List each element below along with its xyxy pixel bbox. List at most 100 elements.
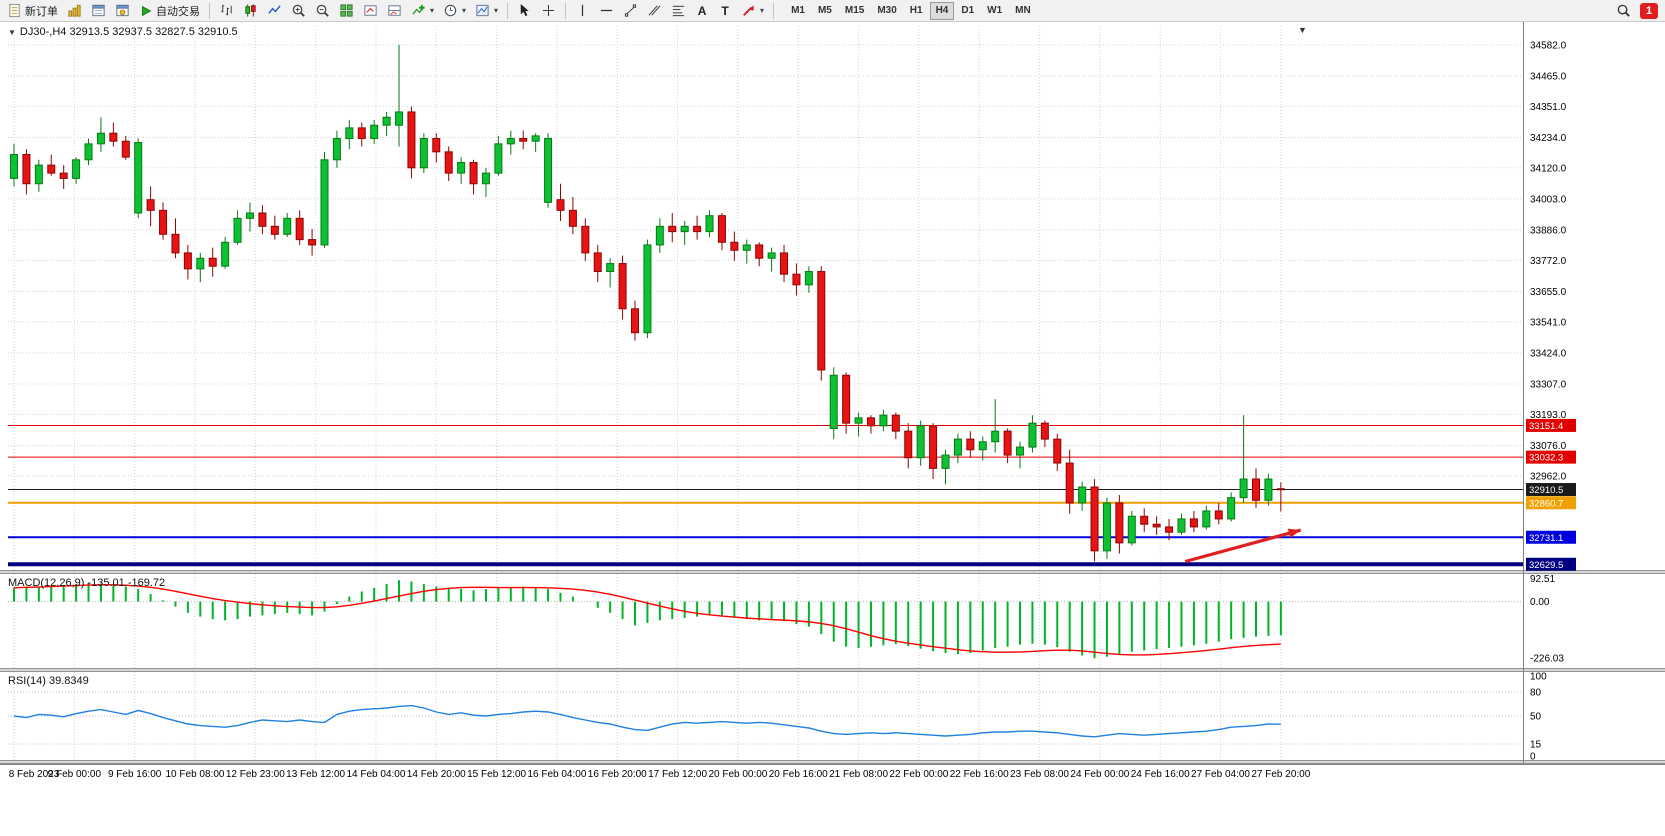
dropdown-arrow-icon: ▾ [760,6,765,15]
chart-shift-marker-icon[interactable]: ▼ [1298,25,1307,35]
svg-text:16 Feb 04:00: 16 Feb 04:00 [527,769,586,780]
line-chart-icon [268,5,281,14]
zoom-in-button[interactable] [287,1,310,21]
timeframe-button-mn[interactable]: MN [1009,2,1037,20]
candle-body [1264,478,1273,501]
candle-body [1177,518,1186,533]
svg-text:23 Feb 08:00: 23 Feb 08:00 [1010,769,1069,780]
svg-text:9 Feb 16:00: 9 Feb 16:00 [108,769,162,780]
panel-separator[interactable] [0,668,1665,672]
periods-button[interactable]: ▾ [439,1,470,21]
candle-body [457,161,466,174]
panel-separator[interactable] [0,760,1665,764]
svg-text:8 Feb 2023: 8 Feb 2023 [9,769,60,780]
candle-body [183,252,192,270]
arrange-charts-button[interactable] [359,1,382,21]
zoom-in-icon [292,4,305,17]
templates-button[interactable]: ▾ [471,1,502,21]
candlestick-chart-button[interactable] [239,1,262,21]
candle-body [121,140,130,158]
equidistant-channel-button[interactable] [643,1,666,21]
text-tool-button[interactable]: A [691,1,713,21]
text-label-tool-button[interactable]: T [714,1,736,21]
price-tags: 33151.4 33032.3 32910.5 32860.7 32731.1 32629… [1526,418,1576,571]
chart-canvas[interactable]: 34582.0 34465.0 34351.0 34234.0 34120.0 34003… [0,22,1665,836]
timeframe-button-h1[interactable]: H1 [904,2,929,20]
candle-body [1016,446,1025,456]
indicator-axis[interactable]: 92.51 0.00 -226.03 100 80 50 150 [1530,574,1564,763]
candle-body [953,438,962,456]
candle-body [506,138,515,145]
candle-body [668,225,677,233]
data-window-button[interactable] [87,1,110,21]
navigator-button[interactable] [111,1,134,21]
candle-body [332,138,341,161]
candle-body [370,124,379,140]
horizontal-line-button[interactable] [595,1,618,21]
candlestick-chart-icon [245,4,256,17]
svg-text:12 Feb 23:00: 12 Feb 23:00 [226,769,285,780]
price-tag [1526,418,1576,432]
line-chart-button[interactable] [263,1,286,21]
trendline-button[interactable] [619,1,642,21]
indicators-button[interactable]: ▾ [407,1,438,21]
candle-body [717,215,726,243]
candle-body [159,209,168,235]
toolbar-separator [209,2,210,19]
crosshair-button[interactable] [537,1,560,21]
autotrading-button[interactable]: 自动交易 [135,1,204,21]
zoom-out-button[interactable] [311,1,334,21]
candle-body [1189,518,1198,528]
timeframe-button-m5[interactable]: M5 [812,2,838,20]
horizontal-line-icon [600,9,613,12]
candle-body [618,263,627,310]
timeframe-button-d1[interactable]: D1 [955,2,980,20]
svg-text:0.00: 0.00 [1530,597,1550,608]
timeframe-button-h4[interactable]: H4 [929,1,955,20]
candle-body [755,244,764,259]
price-tag [1526,530,1576,544]
svg-text:33032.3: 33032.3 [1529,453,1563,464]
candle-body [1065,462,1074,504]
notification-badge[interactable]: 1 [1640,2,1658,19]
trend-arrow[interactable] [1184,528,1302,564]
candle-body [1165,526,1174,533]
tile-windows-button[interactable] [335,1,358,21]
candle-body [966,438,975,451]
cursor-button[interactable] [513,1,536,21]
svg-text:24 Feb 16:00: 24 Feb 16:00 [1131,769,1190,780]
vertical-line-button[interactable] [571,1,594,21]
svg-text:34351.0: 34351.0 [1530,102,1567,113]
new-order-button[interactable]: 新订单 [3,1,62,21]
candle-body [208,257,217,267]
chart-header-marker-icon[interactable]: ▼ [8,27,16,37]
candle-body [382,116,391,126]
candle-body [245,212,254,219]
candle-body [767,252,776,259]
bar-chart-button[interactable] [215,1,238,21]
candle-body [432,138,441,153]
new-order-label: 新订单 [25,5,58,18]
candle-body [407,111,416,169]
candle-body [1003,430,1012,456]
timeframe-button-w1[interactable]: W1 [981,2,1008,20]
price-axis[interactable]: 34582.0 34465.0 34351.0 34234.0 34120.0 34003… [1530,40,1567,482]
search-button[interactable] [1612,1,1635,21]
panel-separator[interactable] [0,570,1665,574]
price-tag [1526,557,1576,571]
cascade-charts-button[interactable] [383,1,406,21]
candle-body [693,225,702,233]
arrows-tool-button[interactable]: ▾ [737,1,768,21]
svg-text:33193.0: 33193.0 [1530,410,1567,421]
fibonacci-button[interactable] [667,1,690,21]
timeframe-button-m30[interactable]: M30 [871,2,902,20]
market-watch-icon [68,4,81,17]
timeframe-button-m15[interactable]: M15 [839,2,870,20]
axis-frame [0,22,1665,765]
market-watch-button[interactable] [63,1,86,21]
svg-text:34234.0: 34234.0 [1530,133,1567,144]
timeframe-button-m1[interactable]: M1 [785,2,811,20]
svg-text:22 Feb 16:00: 22 Feb 16:00 [950,769,1009,780]
svg-text:32860.7: 32860.7 [1529,498,1563,509]
